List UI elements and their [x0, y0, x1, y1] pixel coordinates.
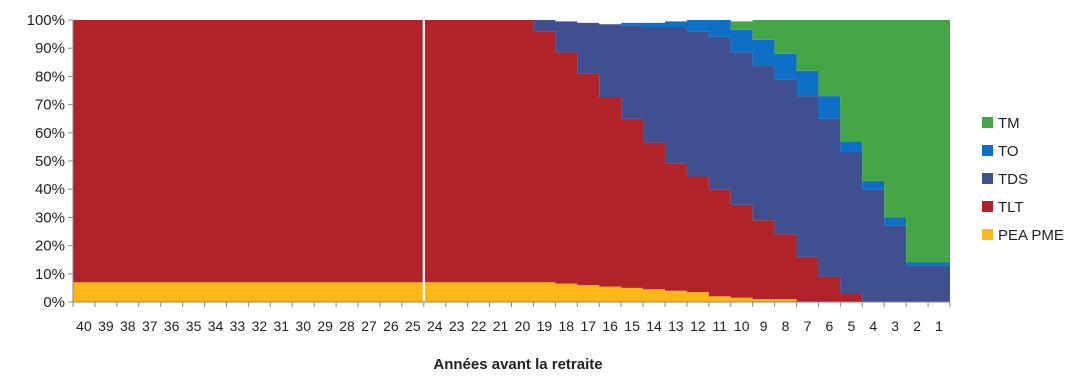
- x-tick-label: 26: [383, 318, 399, 334]
- x-tick-label: 28: [339, 318, 355, 334]
- x-tick-label: 38: [120, 318, 136, 334]
- y-tick-label: 80%: [35, 68, 65, 85]
- x-tick-label: 12: [690, 318, 706, 334]
- x-tick-label: 14: [646, 318, 662, 334]
- y-tick-label: 30%: [35, 209, 65, 226]
- x-tick-label: 10: [734, 318, 750, 334]
- x-tick-label: 7: [804, 318, 812, 334]
- x-tick-label: 13: [668, 318, 684, 334]
- x-tick-label: 4: [869, 318, 877, 334]
- x-tick-label: 5: [847, 318, 855, 334]
- x-axis-title: Années avant la retraite: [433, 356, 602, 373]
- y-tick-label: 50%: [35, 153, 65, 170]
- x-tick-label: 22: [471, 318, 487, 334]
- x-tick-label: 2: [913, 318, 921, 334]
- y-tick-label: 70%: [35, 97, 65, 114]
- y-tick-label: 100%: [27, 12, 65, 29]
- x-tick-label: 16: [602, 318, 618, 334]
- x-axis: 40 39 38 37 36 35 34 33 32 31 30 29 28 27 26 25 24 23 22 21…: [72, 301, 951, 334]
- x-tick-label: 27: [361, 318, 377, 334]
- x-tick-label: 31: [273, 318, 289, 334]
- y-tick-label: 40%: [35, 181, 65, 198]
- y-axis: 0% 10% 20% 30% 40% 50% 60% 70% 80% 90% 100%: [27, 12, 74, 311]
- x-tick-label: 9: [760, 318, 768, 334]
- legend-swatch-tm: [982, 117, 993, 128]
- x-tick-label: 23: [449, 318, 465, 334]
- x-tick-label: 19: [537, 318, 553, 334]
- x-tick-label: 29: [317, 318, 333, 334]
- y-tick-label: 60%: [35, 125, 65, 142]
- x-tick-label: 25: [405, 318, 421, 334]
- legend-label-tm: TM: [998, 115, 1020, 132]
- x-tick-label: 32: [252, 318, 268, 334]
- x-tick-label: 11: [713, 318, 728, 334]
- legend-label-tds: TDS: [998, 171, 1028, 188]
- plot-area: [73, 20, 950, 302]
- x-tick-label: 1: [935, 318, 943, 334]
- y-tick-label: 0%: [43, 294, 65, 311]
- x-tick-label: 15: [624, 318, 640, 334]
- x-tick-label: 35: [186, 318, 202, 334]
- area-series-tds: [73, 20, 950, 302]
- x-tick-label: 17: [580, 318, 596, 334]
- x-tick-label: 30: [295, 318, 311, 334]
- x-tick-label: 39: [98, 318, 114, 334]
- x-tick-label: 21: [493, 318, 509, 334]
- legend-label-to: TO: [998, 143, 1019, 160]
- x-tick-label: 34: [208, 318, 224, 334]
- area-series-tm: [73, 20, 950, 263]
- legend: TM TO TDS TLT PEA PME: [982, 115, 1064, 244]
- x-tick-label: 40: [76, 318, 92, 334]
- x-tick-label: 37: [142, 318, 158, 334]
- area-series-tlt: [73, 20, 950, 302]
- legend-swatch-tds: [982, 173, 993, 184]
- x-tick-label: 6: [826, 318, 834, 334]
- x-tick-label: 8: [782, 318, 790, 334]
- x-tick-label: 18: [559, 318, 575, 334]
- legend-label-pea-pme: PEA PME: [998, 227, 1064, 244]
- y-tick-label: 20%: [35, 238, 65, 255]
- legend-label-tlt: TLT: [998, 199, 1024, 216]
- legend-swatch-to: [982, 145, 993, 156]
- y-tick-label: 90%: [35, 40, 65, 57]
- y-tick-label: 10%: [35, 266, 65, 283]
- x-tick-label: 24: [427, 318, 443, 334]
- x-tick-label: 20: [515, 318, 531, 334]
- legend-swatch-tlt: [982, 201, 993, 212]
- x-tick-label: 3: [891, 318, 899, 334]
- legend-swatch-pea-pme: [982, 229, 993, 240]
- x-tick-label: 33: [230, 318, 246, 334]
- x-tick-label: 36: [164, 318, 180, 334]
